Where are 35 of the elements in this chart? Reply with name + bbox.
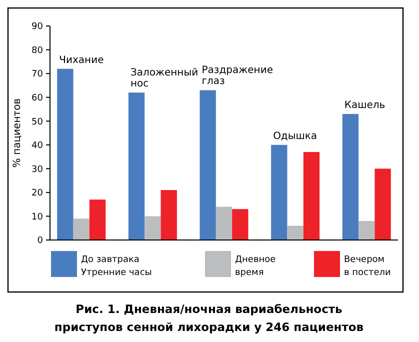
- bar: [374, 168, 391, 240]
- bar: [342, 114, 359, 240]
- bar: [144, 216, 161, 240]
- y-axis-title: % пациентов: [12, 98, 23, 168]
- bar: [128, 92, 145, 240]
- bar: [160, 190, 177, 240]
- x-tick-label: Одышка: [273, 130, 318, 142]
- y-tick-label: 80: [32, 46, 44, 56]
- bar: [271, 144, 288, 240]
- y-tick-label: 50: [32, 117, 44, 128]
- bar: [232, 209, 248, 240]
- bar: [216, 206, 232, 240]
- text: Рис. 1. Дневная/ночная вариабельность приступов сенной лихорадки у 246 пациентов: [54, 302, 364, 334]
- y-tick-label: 70: [32, 70, 44, 80]
- series-label: Вечером в постели: [344, 255, 392, 278]
- x-tick-label: Чихание: [59, 54, 104, 66]
- bar: [287, 226, 304, 240]
- x-tick-label: Раздражение глаз: [202, 65, 273, 88]
- x-tick-label: Заложенный нос: [130, 68, 198, 90]
- bar: [57, 68, 74, 240]
- series-label: Дневное время: [235, 255, 276, 278]
- bar: [200, 90, 216, 240]
- y-tick-label: 0: [37, 236, 44, 246]
- y-tick-label: 20: [32, 188, 44, 199]
- bar: [89, 200, 106, 240]
- y-tick-label: 60: [32, 93, 44, 104]
- bar: [73, 218, 90, 240]
- y-tick-label: 40: [32, 141, 44, 152]
- y-tick-label: 30: [32, 164, 44, 175]
- bar: [358, 220, 375, 240]
- series-label: До завтрака Утренние часы: [81, 255, 152, 278]
- bar: [303, 152, 320, 240]
- x-tick-label: Кашель: [344, 100, 386, 111]
- y-tick-label: 10: [32, 212, 44, 222]
- y-tick-label: 90: [32, 22, 44, 32]
